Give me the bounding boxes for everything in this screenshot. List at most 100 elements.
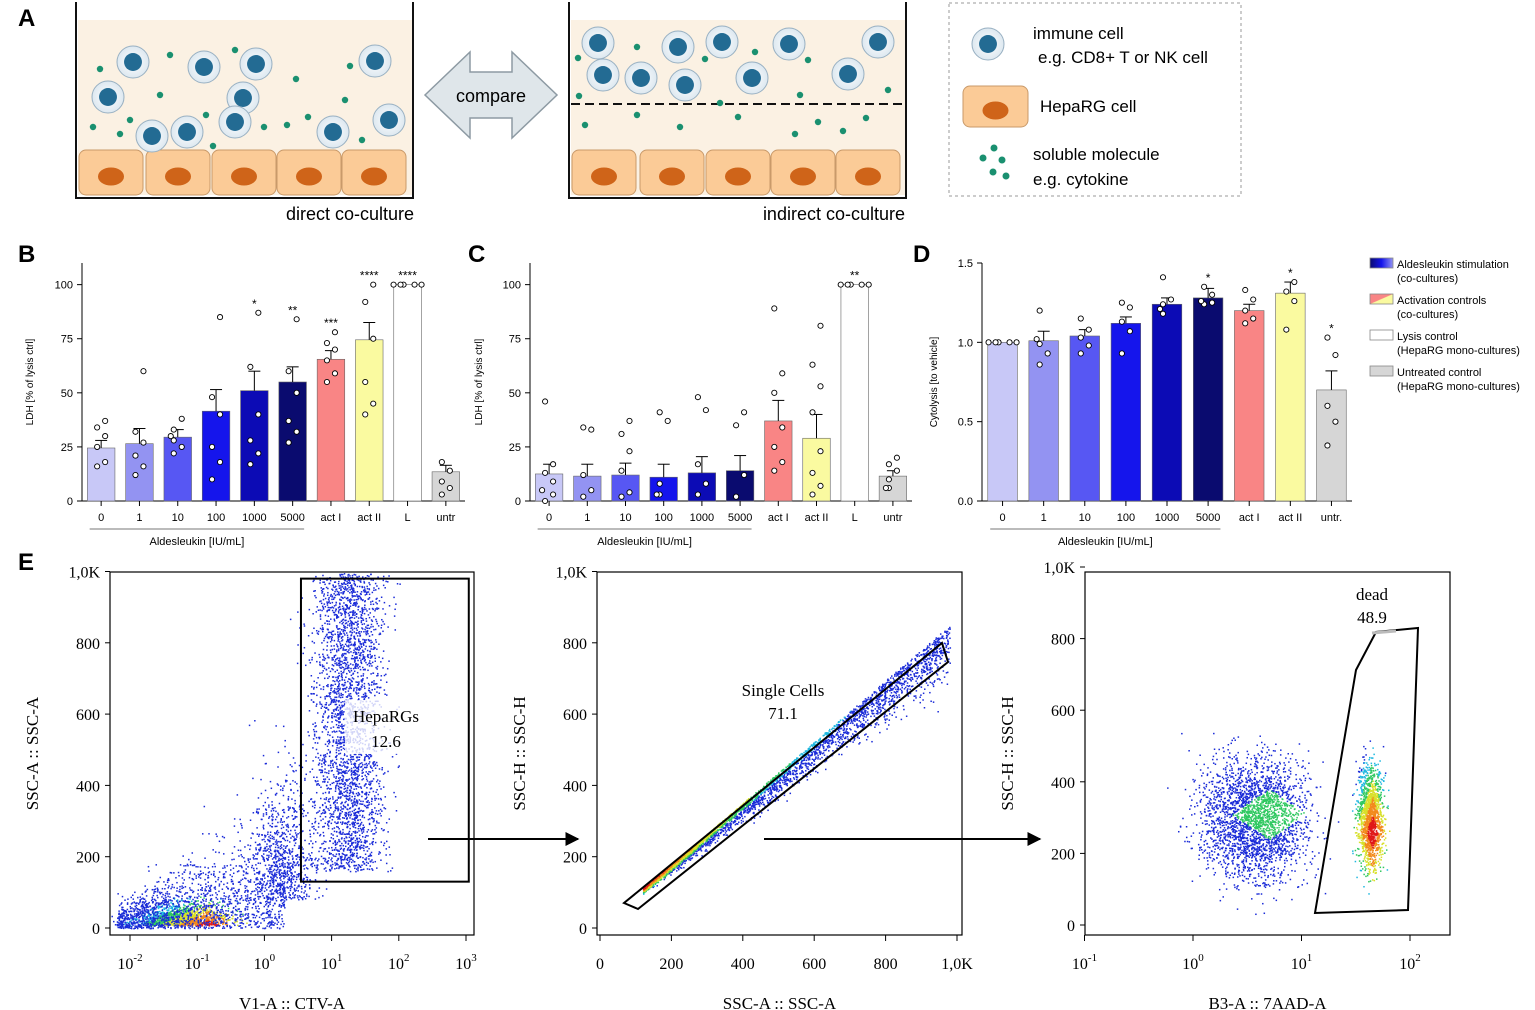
event-dot — [204, 878, 206, 881]
event-dot — [279, 910, 282, 912]
event-dot — [236, 903, 239, 905]
event-dot — [325, 798, 327, 801]
event-dot — [220, 913, 222, 915]
event-dot — [374, 654, 376, 657]
event-dot — [337, 676, 339, 679]
event-dot — [228, 895, 231, 897]
event-dot — [239, 913, 242, 916]
event-dot — [176, 905, 178, 908]
event-dot — [275, 832, 278, 834]
event-dot — [354, 667, 356, 669]
event-dot — [158, 919, 161, 921]
event-dot — [342, 649, 344, 651]
event-dot — [241, 878, 244, 881]
event-dot — [158, 920, 160, 923]
event-dot — [159, 892, 162, 895]
event-dot — [339, 772, 341, 774]
event-dot — [338, 713, 340, 715]
data-point — [438, 478, 445, 485]
event-dot — [331, 745, 334, 747]
event-dot — [229, 874, 231, 876]
event-dot — [244, 914, 246, 916]
event-dot — [350, 834, 353, 837]
data-point — [858, 281, 865, 288]
event-dot — [165, 919, 167, 921]
event-dot — [316, 866, 318, 868]
indirect-soluble-dot-13 — [676, 123, 684, 131]
event-dot — [315, 756, 317, 758]
event-dot — [266, 912, 269, 915]
event-dot — [149, 923, 152, 925]
event-dot — [322, 826, 324, 828]
event-dot — [142, 917, 144, 919]
event-dot — [182, 882, 184, 884]
event-dot — [244, 926, 247, 928]
event-dot — [181, 885, 183, 887]
event-dot — [349, 687, 352, 689]
event-dot — [331, 636, 334, 638]
data-point — [1085, 342, 1092, 349]
event-dot — [357, 675, 359, 678]
event-dot — [153, 922, 156, 924]
event-dot — [236, 870, 239, 873]
event-dot — [205, 922, 208, 924]
event-dot — [188, 858, 190, 861]
event-dot — [329, 579, 332, 582]
event-dot — [334, 809, 336, 812]
x-tick-label: 1000 — [1155, 512, 1179, 524]
event-dot — [376, 788, 378, 791]
event-dot — [351, 776, 353, 779]
event-dot — [224, 913, 226, 916]
event-dot — [159, 925, 161, 928]
event-dot — [344, 662, 347, 665]
event-dot — [205, 906, 207, 908]
event-dot — [356, 647, 359, 649]
event-dot — [237, 890, 240, 893]
event-dot — [210, 898, 213, 900]
event-dot — [155, 924, 157, 926]
event-dot — [264, 849, 266, 852]
event-dot — [327, 860, 330, 862]
event-dot — [326, 685, 328, 687]
event-dot — [347, 847, 350, 849]
event-dot — [234, 890, 237, 892]
event-dot — [207, 905, 209, 908]
y-tick-label: 50 — [509, 388, 521, 400]
event-dot — [343, 817, 346, 819]
event-dot — [357, 684, 359, 686]
event-dot — [257, 882, 260, 885]
event-dot — [178, 908, 181, 911]
event-dot — [239, 915, 241, 917]
event-dot — [354, 591, 356, 593]
event-dot — [341, 723, 343, 726]
event-dot — [257, 911, 259, 913]
event-dot — [257, 852, 259, 854]
event-dot — [314, 595, 316, 597]
event-dot — [161, 904, 164, 907]
event-dot — [333, 692, 336, 694]
event-dot — [146, 926, 148, 929]
event-dot — [154, 923, 157, 925]
event-dot — [200, 893, 203, 895]
event-dot — [370, 817, 373, 819]
event-dot — [337, 768, 339, 771]
event-dot — [231, 852, 234, 854]
event-dot — [151, 902, 154, 904]
event-dot — [219, 901, 221, 903]
event-dot — [398, 765, 400, 767]
event-dot — [190, 913, 193, 916]
event-dot — [169, 899, 172, 901]
significance-marker: * — [1329, 322, 1334, 336]
event-dot — [160, 902, 162, 905]
event-dot — [282, 925, 285, 928]
event-dot — [327, 615, 330, 617]
event-dot — [373, 795, 376, 797]
event-dot — [200, 919, 203, 922]
event-dot — [366, 593, 368, 596]
event-dot — [335, 708, 338, 710]
event-dot — [200, 923, 203, 926]
event-dot — [129, 920, 131, 923]
event-dot — [207, 910, 210, 913]
event-dot — [322, 608, 325, 610]
event-dot — [266, 868, 268, 870]
